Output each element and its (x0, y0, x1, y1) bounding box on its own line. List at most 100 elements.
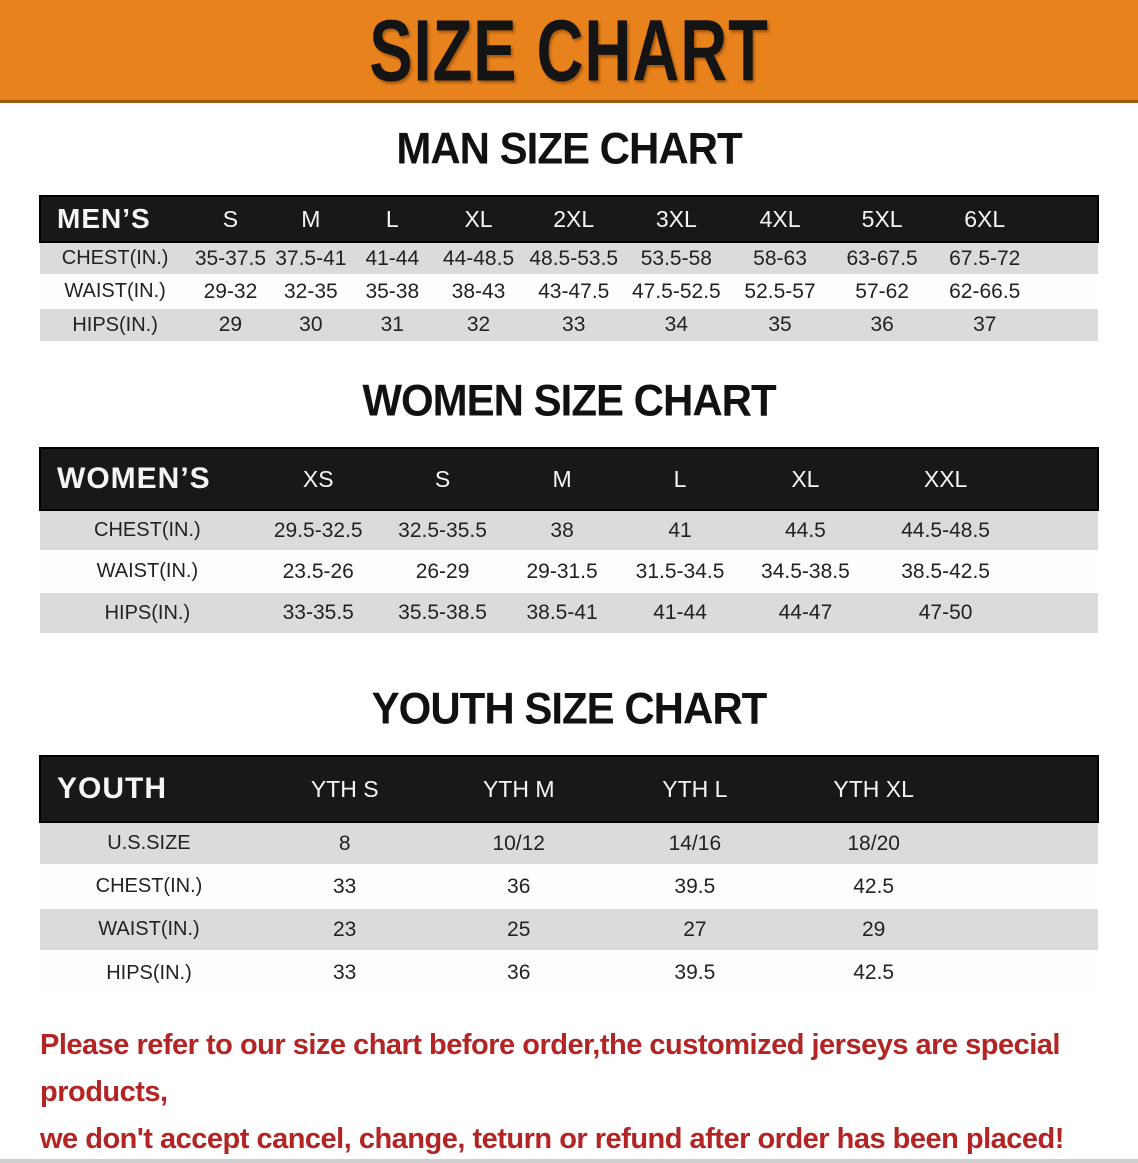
size-value-cell: 53.5-58 (640, 246, 712, 270)
spacer-cell (1037, 196, 1098, 242)
youth-size-table: YOUTH YTH S YTH M YTH L YTH XL U.S.SIZE 8 10/12… (39, 755, 1099, 994)
women-section-heading: WOMEN SIZE CHART (362, 375, 776, 426)
measurement-label: WAIST(IN.) (64, 280, 166, 302)
bottom-divider (0, 1159, 1138, 1163)
measurement-label: WAIST(IN.) (98, 918, 200, 940)
table-row: U.S.SIZE 8 10/12 14/16 18/20 (40, 822, 1098, 865)
measurement-label: HIPS(IN.) (72, 313, 158, 336)
table-category-label: YOUTH (57, 772, 167, 805)
table-row: WAIST(IN.) 23 25 27 29 (40, 908, 1098, 951)
size-column-header: YTH XL (833, 775, 914, 802)
size-value-cell: 38-43 (451, 279, 506, 303)
table-row: CHEST(IN.) 29.5-32.5 32.5-35.5 38 41 44.5 44.5… (40, 510, 1098, 551)
size-value-cell: 33 (562, 313, 586, 336)
size-value-cell: 23.5-26 (282, 559, 354, 583)
table-row: WAIST(IN.) 23.5-26 26-29 29-31.5 31.5-34.5 34… (40, 551, 1098, 592)
size-column-header: XL (791, 465, 820, 492)
size-value-cell: 36 (507, 874, 531, 898)
size-value-cell: 44.5 (784, 518, 826, 542)
size-value-cell: 23 (333, 917, 357, 941)
size-header-row: WOMEN’S XS S M L XL XXL (40, 448, 1098, 510)
size-value-cell: 29 (218, 313, 243, 336)
size-value-cell: 10/12 (492, 831, 545, 855)
size-value-cell: 36 (507, 961, 531, 984)
men-section-heading: MAN SIZE CHART (396, 123, 742, 174)
size-value-cell: 32.5-35.5 (398, 518, 487, 542)
disclaimer-line-1: Please refer to our size chart before or… (40, 1029, 1060, 1108)
measurement-label: WAIST(IN.) (96, 560, 199, 582)
table-row: CHEST(IN.) 35-37.5 37.5-41 41-44 44-48.5 48.5… (40, 242, 1098, 275)
size-value-cell: 41 (668, 518, 692, 542)
size-value-cell: 25 (507, 917, 531, 941)
size-value-cell: 35-38 (365, 279, 420, 303)
size-value-cell: 42.5 (853, 961, 895, 984)
spacer-cell (964, 908, 1098, 951)
size-column-header: 4XL (759, 205, 801, 232)
size-column-header: 5XL (861, 205, 903, 232)
spacer-cell (1037, 308, 1098, 341)
size-value-cell: 27 (683, 917, 707, 941)
size-value-cell: 52.5-57 (744, 279, 816, 303)
size-column-header: L (673, 465, 687, 492)
spacer-cell (964, 951, 1098, 994)
measurement-label: CHEST(IN.) (94, 519, 201, 541)
spacer-cell (964, 822, 1098, 865)
size-value-cell: 58-63 (753, 246, 807, 270)
men-size-section: MAN SIZE CHART MEN’S S M L XL 2XL 3XL 4XL 5XL 6XL… (0, 123, 1138, 341)
size-value-cell: 29 (861, 917, 886, 941)
size-value-cell: 44-48.5 (442, 246, 515, 270)
spacer-cell (964, 756, 1098, 822)
size-value-cell: 35-37.5 (194, 246, 267, 270)
size-value-cell: 34 (664, 313, 689, 336)
page-title: SIZE CHART (369, 1, 769, 99)
size-value-cell: 37.5-41 (275, 246, 347, 270)
size-value-cell: 37 (973, 313, 997, 336)
table-row: HIPS(IN.) 33 36 39.5 42.5 (40, 951, 1098, 994)
measurement-label: CHEST(IN.) (95, 875, 203, 897)
size-value-cell: 14/16 (668, 831, 722, 855)
size-value-cell: 31.5-34.5 (635, 559, 725, 583)
size-value-cell: 42.5 (853, 874, 895, 898)
disclaimer-line-2: we don't accept cancel, change, teturn o… (40, 1123, 1064, 1155)
size-value-cell: 44-47 (778, 601, 833, 624)
size-value-cell: 39.5 (674, 961, 716, 984)
size-value-cell: 33-35.5 (282, 601, 354, 624)
spacer-cell (1037, 275, 1098, 308)
measurement-label: HIPS(IN.) (104, 601, 191, 624)
size-column-header: 6XL (964, 205, 1006, 232)
size-value-cell: 47.5-52.5 (631, 279, 721, 303)
size-column-header: YTH S (310, 775, 379, 802)
size-value-cell: 32-35 (283, 279, 338, 303)
size-value-cell: 29-32 (203, 279, 258, 303)
youth-size-section: YOUTH SIZE CHART YOUTH YTH S YTH M YTH L YTH… (0, 684, 1138, 994)
size-value-cell: 26-29 (415, 559, 470, 583)
size-value-cell: 35.5-38.5 (398, 601, 487, 624)
size-header-row: MEN’S S M L XL 2XL 3XL 4XL 5XL 6XL (40, 196, 1098, 242)
size-value-cell: 35 (768, 313, 792, 336)
spacer-cell (964, 865, 1098, 908)
size-value-cell: 41-44 (365, 246, 420, 270)
women-size-table: WOMEN’S XS S M L XL XXL CHEST(IN.) 29.5-32.5 32.5… (39, 447, 1099, 633)
size-value-cell: 32 (466, 313, 491, 336)
size-value-cell: 39.5 (674, 874, 716, 898)
size-value-cell: 48.5-53.5 (529, 246, 619, 270)
size-column-header: YTH M (482, 775, 555, 802)
spacer-cell (1020, 510, 1098, 551)
table-row: CHEST(IN.) 33 36 39.5 42.5 (40, 865, 1098, 908)
table-row: HIPS(IN.) 33-35.5 35.5-38.5 38.5-41 41-44 44-… (40, 592, 1098, 633)
size-value-cell: 63-67.5 (846, 246, 918, 270)
table-category-label: WOMEN’S (57, 462, 211, 495)
size-value-cell: 41-44 (653, 601, 707, 624)
size-value-cell: 33 (333, 961, 357, 984)
table-row: WAIST(IN.) 29-32 32-35 35-38 38-43 43-47.5 47.… (40, 275, 1098, 308)
size-value-cell: 62-66.5 (949, 279, 1021, 303)
size-value-cell: 31 (380, 313, 404, 336)
size-value-cell: 38.5-42.5 (901, 559, 990, 583)
measurement-label: U.S.SIZE (107, 832, 191, 854)
order-disclaimer: Please refer to our size chart before or… (40, 1022, 1138, 1163)
size-value-cell: 43-47.5 (538, 279, 610, 303)
size-value-cell: 8 (338, 831, 351, 855)
size-column-header: XXL (923, 465, 968, 492)
men-size-table: MEN’S S M L XL 2XL 3XL 4XL 5XL 6XL CHEST(IN.) 35-37… (39, 195, 1099, 341)
size-value-cell: 29-31.5 (526, 559, 598, 583)
